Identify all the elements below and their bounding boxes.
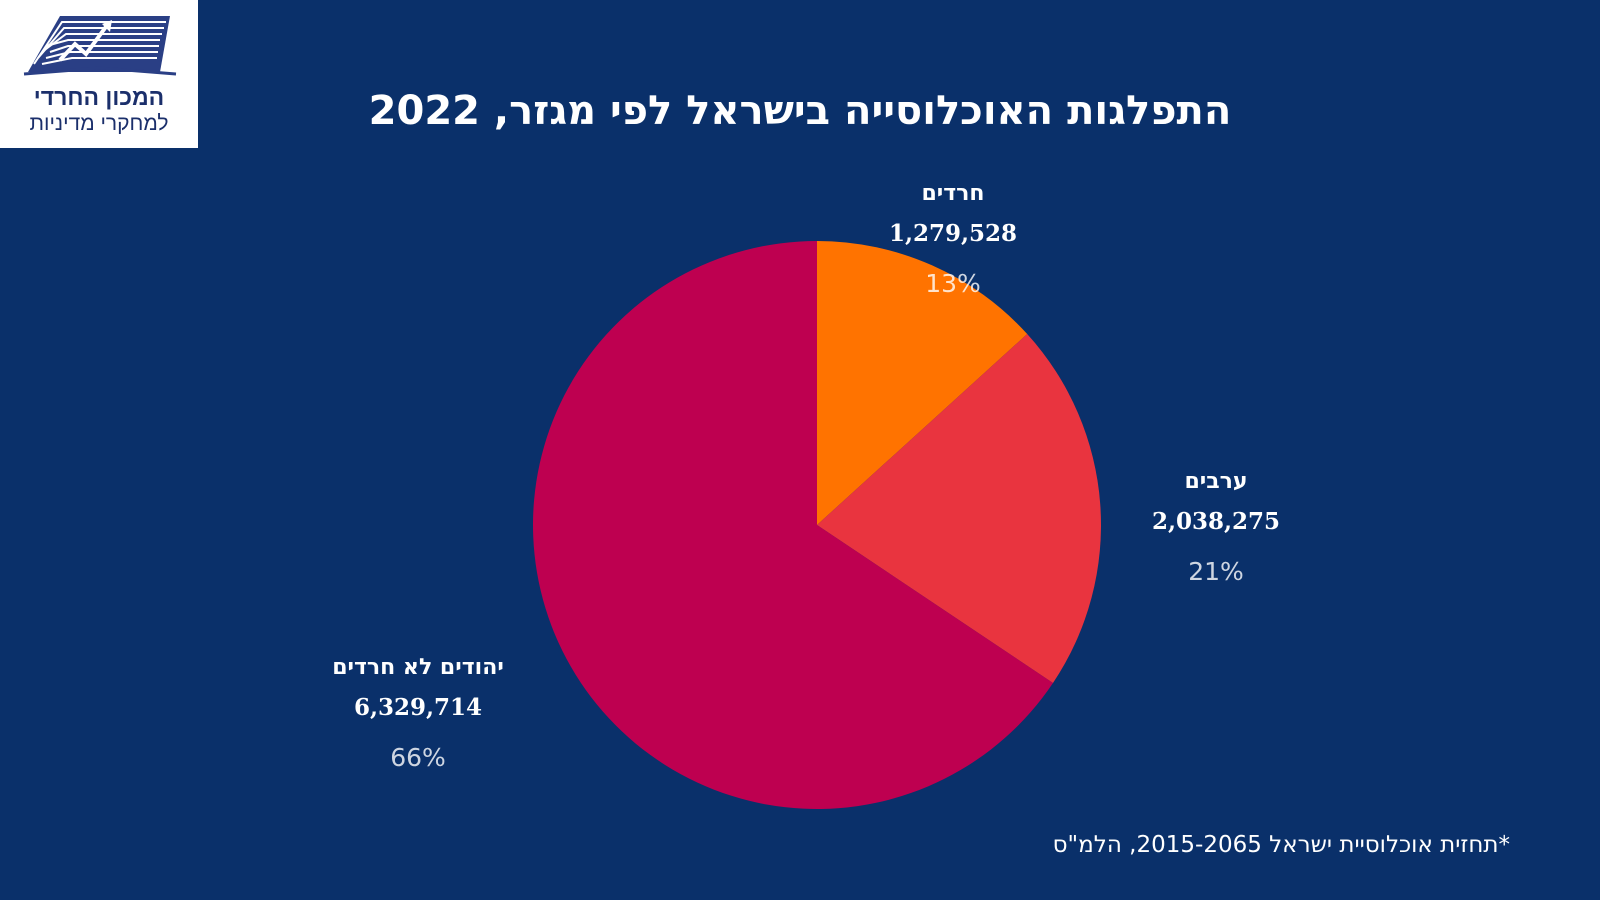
label-percent-non-haredi-jews: 66% — [390, 743, 446, 772]
book-chart-logo-icon — [23, 16, 177, 76]
label-value-non-haredi-jews: 6,329,714 — [354, 694, 482, 721]
slice-arabs — [817, 334, 1102, 684]
source-footnote: *תחזית אוכלוסיית ישראל 2015-2065, הלמ"ס — [1052, 832, 1510, 858]
label-name-arabs: ערבים — [1184, 469, 1247, 494]
label-percent-haredim: 13% — [925, 269, 981, 298]
chart-title: התפלגות האוכלוסייה בישראל לפי מגזר, 2022 — [368, 88, 1232, 134]
label-value-arabs: 2,038,275 — [1152, 508, 1280, 535]
slice-haredim — [817, 241, 1028, 525]
label-name-haredim: חרדים — [921, 181, 984, 206]
logo-line1: המכון החרדי — [33, 84, 165, 110]
logo-line2: למחקרי מדיניות — [29, 112, 169, 135]
label-value-haredim: 1,279,528 — [889, 220, 1017, 247]
slice-non-haredi-jews — [533, 241, 1053, 809]
label-percent-arabs: 21% — [1188, 557, 1244, 586]
label-name-non-haredi-jews: יהודים לא חרדים — [332, 655, 504, 680]
logo: המכון החרדי למחקרי מדיניות — [0, 0, 198, 148]
